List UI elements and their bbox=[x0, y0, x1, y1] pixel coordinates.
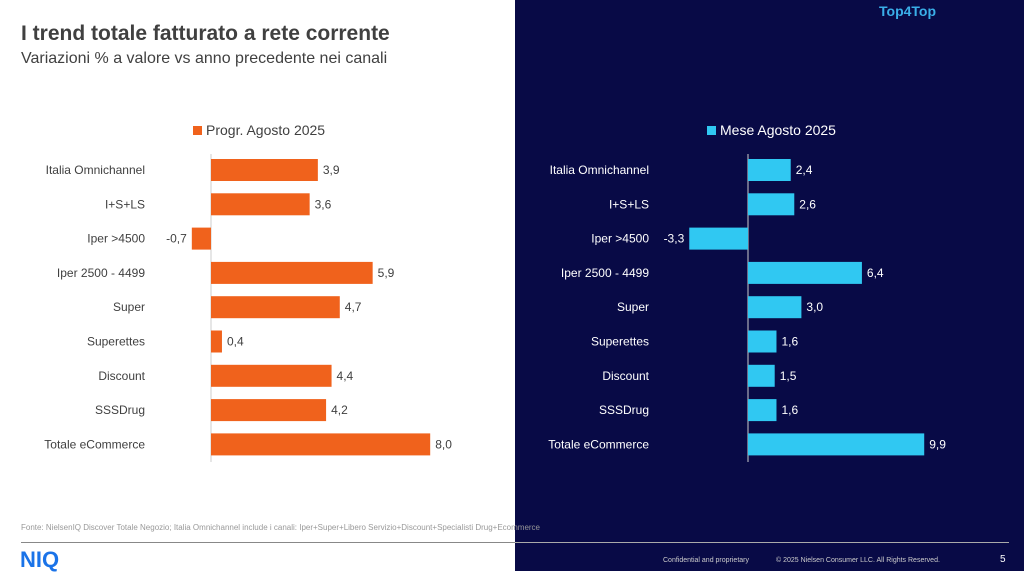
bar bbox=[211, 193, 310, 216]
data-label: 6,4 bbox=[867, 266, 884, 280]
data-label: 2,6 bbox=[799, 197, 816, 211]
data-label: -3,3 bbox=[664, 232, 685, 246]
data-label: 1,6 bbox=[781, 335, 798, 349]
divider bbox=[515, 542, 1009, 543]
data-label: 3,9 bbox=[323, 163, 340, 177]
bar bbox=[748, 159, 791, 181]
data-label: 1,6 bbox=[781, 403, 798, 417]
bar bbox=[748, 433, 925, 456]
bar bbox=[211, 296, 340, 319]
bar bbox=[748, 330, 777, 353]
category-label: Iper 2500 - 4499 bbox=[57, 266, 145, 280]
category-label: Discount bbox=[98, 369, 145, 383]
category-label: Totale eCommerce bbox=[548, 437, 649, 451]
category-label: Totale eCommerce bbox=[44, 437, 145, 451]
bar bbox=[748, 296, 802, 319]
data-label: 3,6 bbox=[315, 197, 332, 211]
data-label: 4,4 bbox=[337, 369, 354, 383]
legend-label: Progr. Agosto 2025 bbox=[206, 122, 326, 138]
bar bbox=[211, 433, 431, 456]
brand-label: Top4Top bbox=[879, 3, 937, 19]
bar bbox=[211, 159, 318, 181]
category-label: I+S+LS bbox=[105, 197, 145, 211]
data-label: 4,2 bbox=[331, 403, 348, 417]
legend-swatch bbox=[193, 125, 202, 135]
data-label: 8,0 bbox=[435, 437, 452, 451]
bar bbox=[748, 364, 775, 387]
legend-left: Progr. Agosto 2025 bbox=[193, 122, 325, 138]
data-label: 4,7 bbox=[345, 300, 362, 314]
page-title: I trend totale fatturato a rete corrente bbox=[21, 22, 390, 45]
category-label: Discount bbox=[602, 369, 649, 383]
bar bbox=[211, 364, 332, 387]
source-note: Fonte: NielsenIQ Discover Totale Negozio… bbox=[21, 523, 540, 532]
divider bbox=[21, 542, 515, 543]
bar bbox=[211, 261, 373, 284]
data-label: 2,4 bbox=[796, 163, 813, 177]
category-label: I+S+LS bbox=[609, 197, 649, 211]
category-label: Superettes bbox=[87, 335, 145, 349]
niq-logo: NIQ bbox=[20, 547, 60, 572]
data-label: 9,9 bbox=[929, 437, 946, 451]
data-label: 0,4 bbox=[227, 335, 244, 349]
legend-swatch bbox=[707, 125, 716, 135]
category-label: Super bbox=[617, 300, 649, 314]
data-label: -0,7 bbox=[166, 232, 187, 246]
category-label: Iper >4500 bbox=[591, 232, 649, 246]
legend-label: Mese Agosto 2025 bbox=[720, 122, 836, 138]
data-label: 1,5 bbox=[780, 369, 797, 383]
category-label: Italia Omnichannel bbox=[550, 163, 649, 177]
dark-panel bbox=[515, 0, 1024, 571]
bar bbox=[748, 261, 862, 284]
category-label: Superettes bbox=[591, 335, 649, 349]
bar bbox=[748, 399, 777, 422]
category-label: SSSDrug bbox=[95, 403, 145, 417]
bar bbox=[211, 399, 327, 422]
data-label: 5,9 bbox=[378, 266, 395, 280]
legend-right: Mese Agosto 2025 bbox=[707, 122, 836, 138]
category-label: SSSDrug bbox=[599, 403, 649, 417]
bar bbox=[191, 227, 211, 250]
copyright: © 2025 Nielsen Consumer LLC. All Rights … bbox=[776, 557, 940, 564]
page-subtitle: Variazioni % a valore vs anno precedente… bbox=[21, 50, 388, 67]
bar bbox=[748, 193, 795, 216]
confidential-note: Confidential and proprietary bbox=[663, 557, 749, 564]
bar bbox=[689, 227, 748, 250]
data-label: 3,0 bbox=[806, 300, 823, 314]
category-label: Super bbox=[113, 300, 145, 314]
category-label: Italia Omnichannel bbox=[46, 163, 145, 177]
bar bbox=[211, 330, 222, 353]
category-label: Iper 2500 - 4499 bbox=[561, 266, 649, 280]
category-label: Iper >4500 bbox=[87, 232, 145, 246]
page-number: 5 bbox=[1000, 554, 1006, 565]
